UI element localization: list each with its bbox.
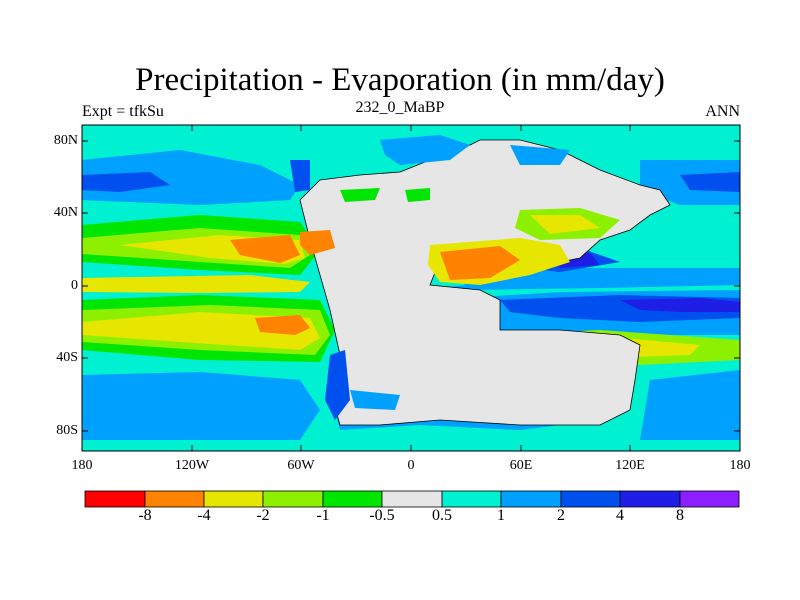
season-label: ANN xyxy=(705,103,740,120)
colorbar-swatch-5 xyxy=(322,490,383,508)
arctic-wet-patch-1 xyxy=(380,135,470,165)
colorbar-label: 0.5 xyxy=(432,507,452,524)
arctic-wet-patch-3 xyxy=(290,160,310,192)
north-pacific-wet-zone xyxy=(82,150,300,205)
south-pacific-storm-track xyxy=(82,372,320,440)
axis-ticks xyxy=(81,125,741,451)
lat-tick-label: 0 xyxy=(71,278,78,293)
northwest-pacific-heavy-rain xyxy=(680,172,740,192)
colorbar-swatch-11 xyxy=(679,490,740,508)
southern-land-wet-edge xyxy=(325,350,350,420)
lat-tick-label: 40N xyxy=(53,205,78,220)
lon-tick-label: 0 xyxy=(407,458,415,473)
lon-tick-label: 120E xyxy=(615,458,645,473)
lat-tick-label: 80N xyxy=(53,133,78,148)
colorbar-swatch-2 xyxy=(144,490,205,508)
colorbar-label: 8 xyxy=(676,507,684,524)
north-pacific-heavy-rain xyxy=(82,172,170,192)
south-pacific-dry-core xyxy=(255,315,310,335)
north-pacific-dry-core xyxy=(230,235,300,263)
colorbar-swatch-10 xyxy=(619,490,681,508)
colorbar-swatch-7 xyxy=(441,490,502,508)
colorbar xyxy=(84,490,740,508)
lon-tick-label: 180 xyxy=(729,458,751,473)
colorbar-label: -2 xyxy=(256,507,270,524)
arctic-wet-patch-2 xyxy=(510,145,570,165)
colorbar-label: 2 xyxy=(557,507,565,524)
period-label: 232_0_MaBP xyxy=(355,99,445,116)
indian-ocean-peak-rain xyxy=(620,298,740,312)
northern-land-dry-patch-2 xyxy=(405,188,430,202)
land-dry-core-east xyxy=(530,215,600,234)
field-layer xyxy=(82,125,740,451)
colorbar-label: -0.5 xyxy=(369,507,395,524)
northern-land-dry-patch-1 xyxy=(340,188,380,202)
equatorial-pacific-band xyxy=(82,275,310,293)
lon-tick-label: 60W xyxy=(287,458,315,473)
colorbar-swatch-8 xyxy=(500,490,562,508)
colorbar-label: -4 xyxy=(197,507,211,524)
colorbar-label: 4 xyxy=(616,507,624,524)
lat-tick-label: 40S xyxy=(56,350,78,365)
experiment-label: Expt = tfkSu xyxy=(82,103,164,120)
colorbar-label: -8 xyxy=(138,507,152,524)
lon-tick-label: 120W xyxy=(174,458,210,473)
land-dry-core-west xyxy=(300,230,335,255)
map-title: Precipitation - Evaporation (in mm/day) xyxy=(135,62,665,98)
colorbar-label: 1 xyxy=(497,507,505,524)
colorbar-swatch-3 xyxy=(203,490,264,508)
colorbar-swatch-9 xyxy=(560,490,621,508)
southern-ocean-storm-track xyxy=(640,370,740,440)
colorbar-swatch-1 xyxy=(84,490,146,508)
lon-tick-label: 60E xyxy=(509,458,533,473)
lon-tick-label: 180 xyxy=(71,458,93,473)
southern-land-wet-patch xyxy=(350,390,400,410)
lat-tick-label: 80S xyxy=(56,423,78,438)
colorbar-swatch-6 xyxy=(381,490,443,508)
land-dry-core-north xyxy=(440,246,520,280)
colorbar-swatch-4 xyxy=(262,490,324,508)
colorbar-label: -1 xyxy=(316,507,330,524)
